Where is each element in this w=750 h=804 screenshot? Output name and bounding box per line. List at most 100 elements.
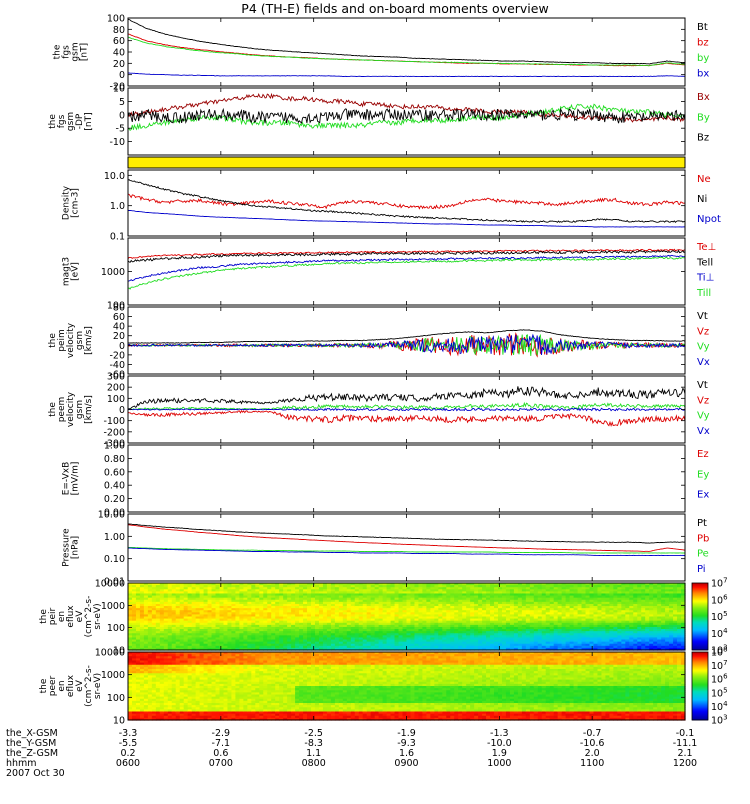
ytick-label: 0.40 xyxy=(104,481,125,492)
ylabel-4: magt3[eV] xyxy=(62,257,81,286)
legend-Pe: Pe xyxy=(697,549,709,560)
colorbar-tick: 107 xyxy=(711,577,728,590)
ytick-label: 200 xyxy=(107,383,125,394)
legend-Vz: Vz xyxy=(697,395,709,406)
legend-Bz: Bz xyxy=(697,133,709,144)
ylabel-line: [km/s] xyxy=(84,326,94,355)
panel-frame-magt3 xyxy=(128,238,685,305)
ytick-label: -200 xyxy=(103,427,125,438)
ytick-label: 10.00 xyxy=(98,510,125,521)
legend-Vy: Vy xyxy=(697,342,710,353)
ytick-label: 1.0 xyxy=(110,201,125,212)
colorbar-tick: 105 xyxy=(711,610,728,623)
ytick-label: 100 xyxy=(107,623,125,634)
legend-Vt: Vt xyxy=(697,311,708,322)
legend-Ey: Ey xyxy=(697,469,709,480)
ytick-label: 10000 xyxy=(95,579,125,590)
ytick-label: 0 xyxy=(119,405,125,416)
series-by xyxy=(128,37,685,66)
ytick-label: 0.1 xyxy=(110,232,125,243)
legend-by: by xyxy=(697,53,709,64)
legend-Ne: Ne xyxy=(697,174,711,185)
ytick-label: 0.80 xyxy=(104,454,125,465)
legend-Vt: Vt xyxy=(697,380,708,391)
ytick-label: 0.10 xyxy=(104,554,125,565)
ytick-label: 0 xyxy=(119,70,125,81)
ylabel-line: [cm-3] xyxy=(71,188,81,218)
series-Vx xyxy=(128,408,685,411)
legend-Npot: Npot xyxy=(697,214,721,225)
series-Npot xyxy=(128,211,685,228)
legend-Ez: Ez xyxy=(697,449,709,460)
legend-Pb: Pb xyxy=(697,533,709,544)
ytick-label: 80 xyxy=(113,25,125,36)
ylabel-line: [nT] xyxy=(80,43,90,61)
ylabel-line: [nT] xyxy=(84,112,94,130)
ytick-label: 40 xyxy=(113,48,125,59)
legend-By: By xyxy=(697,112,710,123)
ytick-label: 5 xyxy=(119,97,125,108)
ylabel-line: [km/s] xyxy=(84,395,94,424)
ytick-label: 60 xyxy=(113,36,125,47)
ytick-label: 10 xyxy=(113,84,125,95)
ytick-label: 0 xyxy=(119,110,125,121)
series-bx xyxy=(128,73,685,77)
panel-frame-efield xyxy=(128,445,685,512)
ylabel-3: Density[cm-3] xyxy=(62,185,81,220)
legend-Ti⊥: Ti⊥ xyxy=(696,273,714,284)
legend-Te⊥: Te⊥ xyxy=(696,242,716,253)
legend-Vy: Vy xyxy=(697,411,710,422)
colorbar-tick: 106 xyxy=(711,593,728,606)
legend-Bt: Bt xyxy=(697,22,708,33)
legend-Vx: Vx xyxy=(697,426,710,437)
panel-frame-peim_velocity xyxy=(128,307,685,374)
legend-bx: bx xyxy=(697,69,709,80)
ylabel-line: [nPa] xyxy=(71,536,81,559)
ytick-label: -10 xyxy=(109,137,125,148)
ytick-label: 300 xyxy=(107,372,125,383)
ylabel-line: sr-eV) xyxy=(93,603,103,629)
ytick-label: 100 xyxy=(107,394,125,405)
panel-frame-density xyxy=(128,170,685,236)
panel-frame-pressure xyxy=(128,514,685,581)
series-Till xyxy=(128,257,685,289)
legend-Ex: Ex xyxy=(697,490,709,501)
ytick-label: 1000 xyxy=(101,267,125,278)
legend-Pt: Pt xyxy=(697,518,707,529)
colorbar-tick: 104 xyxy=(711,627,728,640)
ytick-label: 1.00 xyxy=(104,532,125,543)
legend-Vz: Vz xyxy=(697,326,709,337)
ytick-label: 20 xyxy=(113,59,125,70)
series-Bt xyxy=(128,19,685,64)
ytick-label: 1000 xyxy=(101,601,125,612)
ytick-label: -100 xyxy=(103,416,125,427)
legend-Bx: Bx xyxy=(697,92,710,103)
legend-Till: Till xyxy=(696,288,711,299)
legend-Ni: Ni xyxy=(697,194,707,205)
ylabel-line: [eV] xyxy=(71,262,81,281)
series-Vt xyxy=(128,330,685,344)
legend-Tell: Tell xyxy=(696,257,713,268)
mode-bar xyxy=(128,157,685,168)
legend-Pi: Pi xyxy=(697,564,706,575)
series-Vz xyxy=(128,411,685,426)
plot-title: P4 (TH-E) fields and on-board moments ov… xyxy=(241,1,548,16)
ytick-label: -5 xyxy=(116,124,125,135)
ytick-label: 0.60 xyxy=(104,467,125,478)
ytick-label: 0.20 xyxy=(104,494,125,505)
legend-bz: bz xyxy=(697,38,709,49)
ytick-label: 10.0 xyxy=(104,171,125,182)
ylabel-8: Pressure[nPa] xyxy=(62,528,81,567)
ylabel-line: [mV/m] xyxy=(71,462,81,496)
series-Ne xyxy=(128,194,685,209)
ytick-label: 100 xyxy=(107,14,125,25)
ytick-label: 1.00 xyxy=(104,441,125,452)
